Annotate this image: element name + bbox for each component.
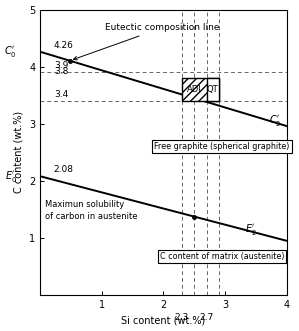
- Text: $E_0'$: $E_0'$: [5, 169, 17, 184]
- Bar: [182, 78, 219, 101]
- Text: C content of matrix (austenite): C content of matrix (austenite): [160, 252, 284, 261]
- Text: Free graphite (spherical graphite): Free graphite (spherical graphite): [154, 142, 290, 151]
- Text: 2.7: 2.7: [199, 313, 214, 322]
- Bar: [207, 78, 219, 101]
- Text: $E_2'$: $E_2'$: [245, 222, 257, 237]
- X-axis label: Si content (wt.%): Si content (wt.%): [121, 315, 205, 325]
- Text: 3.4: 3.4: [54, 90, 68, 99]
- Text: 3.8: 3.8: [54, 67, 68, 76]
- Text: 3.9: 3.9: [54, 61, 68, 70]
- Text: 2.08: 2.08: [54, 165, 74, 174]
- Text: $C_2'$: $C_2'$: [269, 113, 282, 128]
- Text: QT: QT: [207, 85, 219, 94]
- Text: Maximun solubility
of carbon in austenite: Maximun solubility of carbon in austenit…: [45, 200, 138, 221]
- Y-axis label: C content (wt.%): C content (wt.%): [13, 111, 24, 193]
- Text: 2.3: 2.3: [175, 313, 189, 322]
- Text: ADI: ADI: [187, 85, 202, 94]
- Text: 4.26: 4.26: [54, 40, 74, 50]
- Text: Eutectic composition line: Eutectic composition line: [74, 23, 219, 60]
- Text: $C_0'$: $C_0'$: [4, 44, 17, 59]
